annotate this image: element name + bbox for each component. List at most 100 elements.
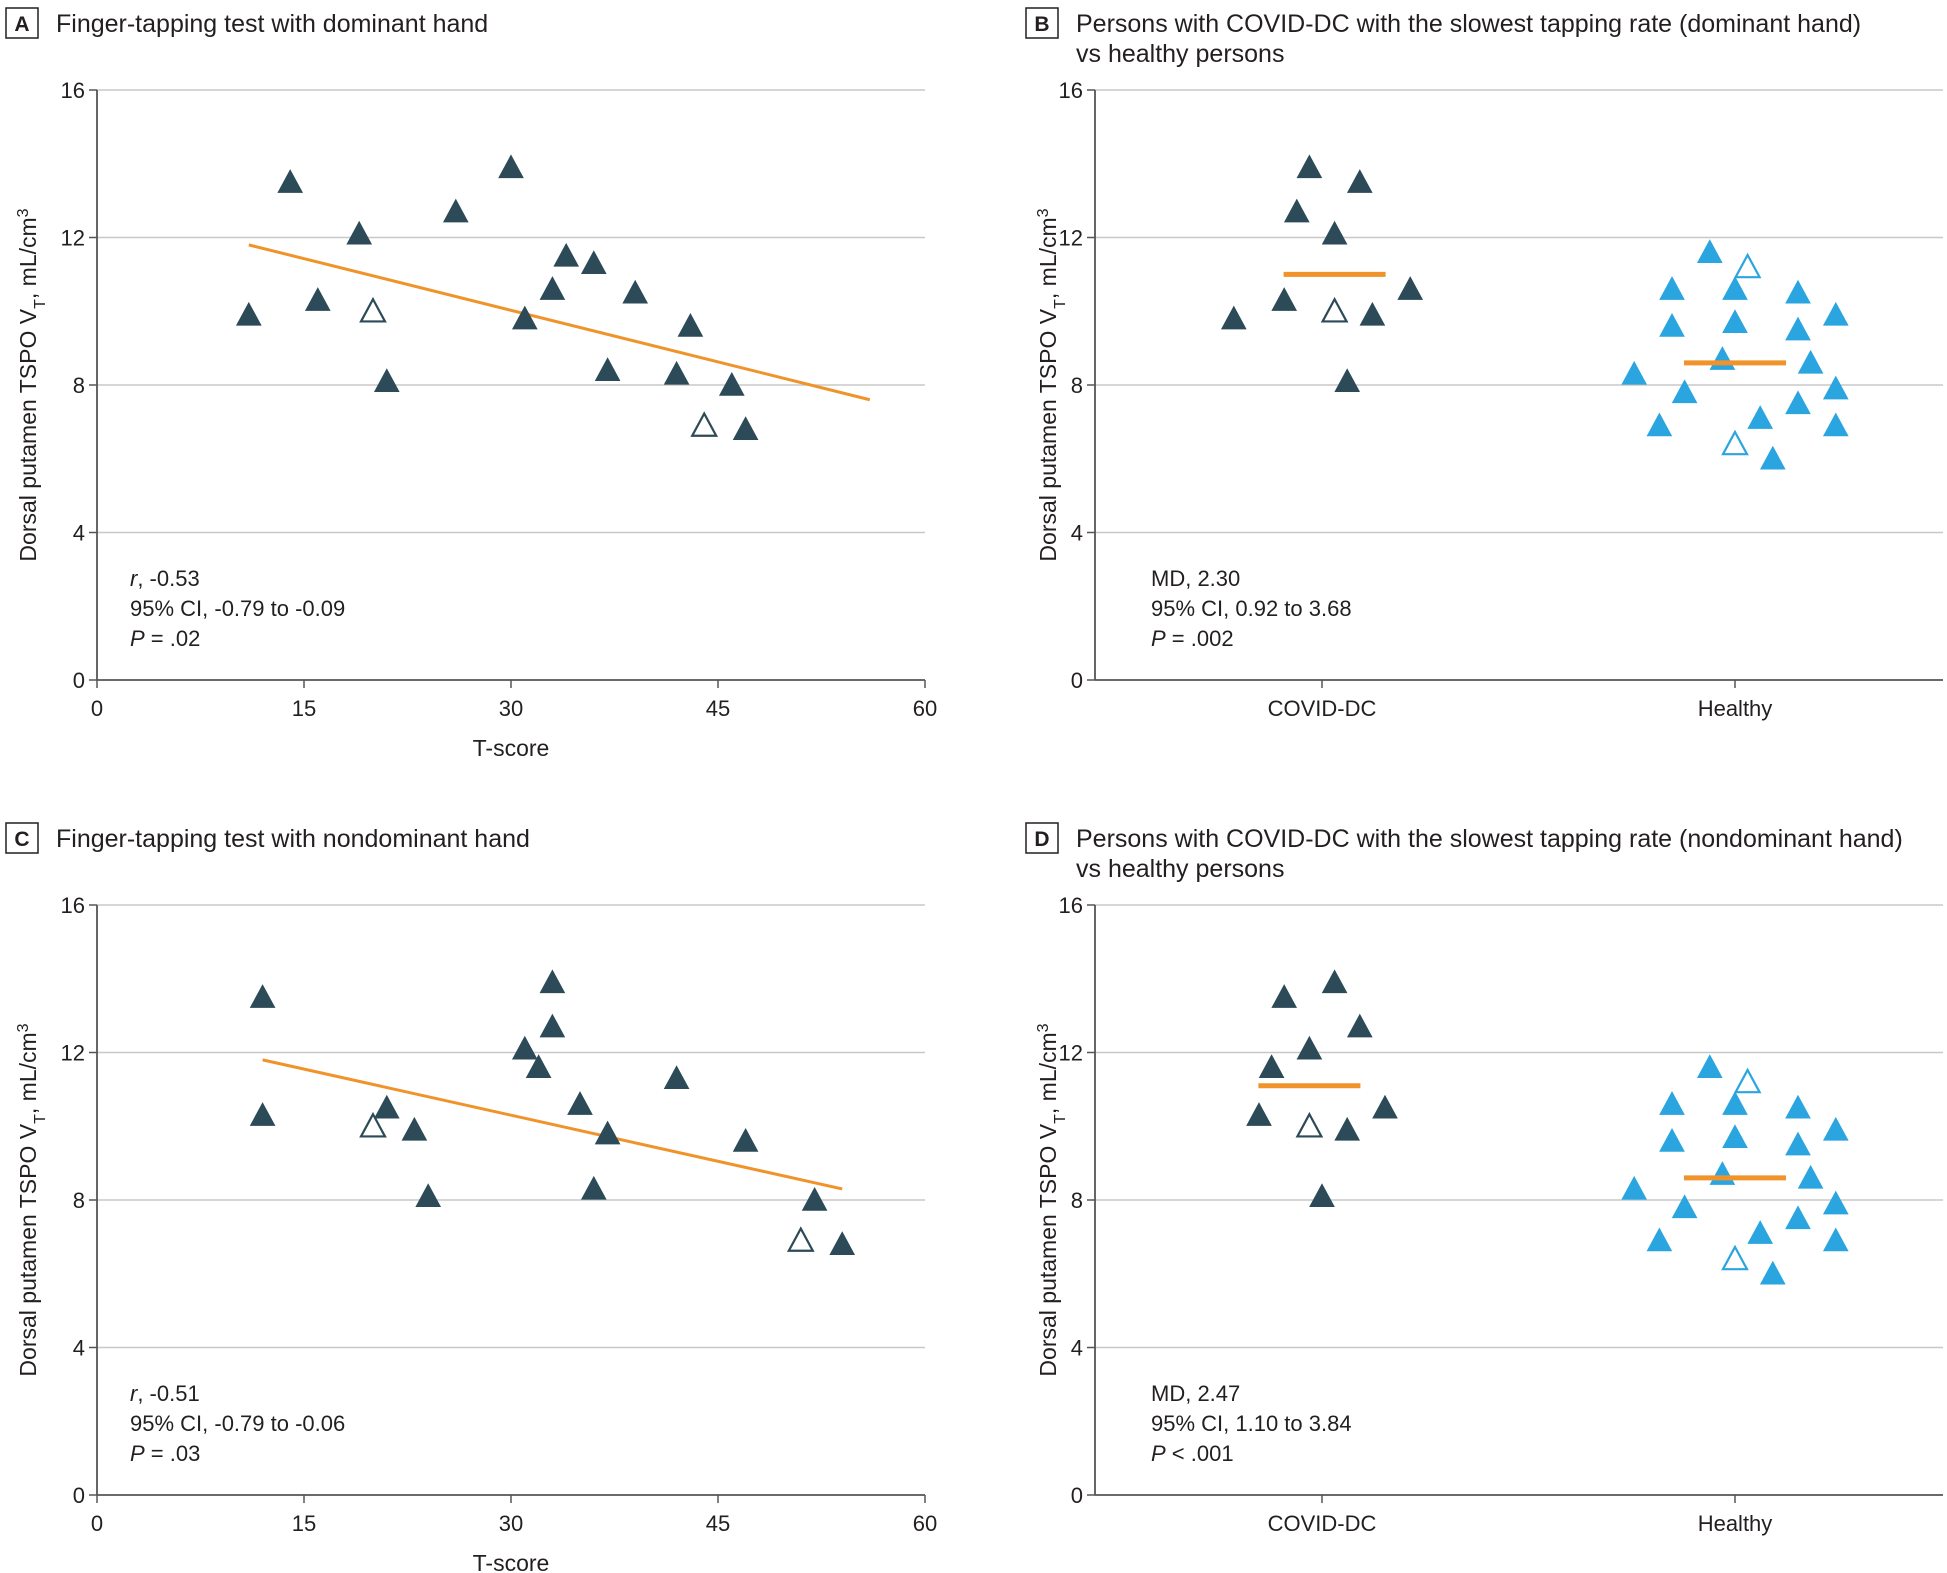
data-point-filled (1372, 1094, 1398, 1119)
panel-title: Finger-tapping test with nondominant han… (56, 825, 530, 853)
x-tick-label: 60 (913, 1511, 937, 1536)
data-point-filled (1709, 346, 1736, 370)
data-point-filled (553, 242, 580, 267)
data-point-filled (594, 357, 621, 381)
y-axis-label: Dorsal putamen TSPO VT, mL/cm3 (15, 1023, 49, 1376)
data-point-filled (1747, 405, 1774, 429)
panel-letter: A (14, 13, 29, 36)
data-point-filled (511, 305, 538, 330)
data-point-filled (718, 371, 745, 396)
data-point-filled (1359, 301, 1386, 326)
data-point-filled (1785, 279, 1811, 304)
panel-letter: D (1034, 828, 1049, 851)
x-tick-label: 30 (499, 696, 523, 721)
data-point-filled (580, 250, 607, 275)
panel-letter-box (1025, 822, 1059, 854)
regression-line (262, 1058, 843, 1191)
data-point-filled (677, 312, 704, 337)
stat-md: MD, 2.47 (1151, 1381, 1240, 1406)
data-point-filled (1271, 984, 1298, 1008)
x-category-label: Healthy (1698, 1511, 1773, 1536)
data-point-filled (1321, 969, 1348, 994)
data-point-filled (539, 969, 566, 994)
x-tick-label: 0 (91, 696, 103, 721)
data-point-filled (1822, 1190, 1849, 1215)
data-point-filled (1646, 1227, 1673, 1252)
data-point-filled (1722, 309, 1748, 334)
data-point-open (1320, 296, 1349, 323)
data-point-filled (373, 368, 400, 393)
y-tick-label: 12 (61, 1041, 85, 1066)
panel-letter-box (1025, 7, 1059, 39)
data-point-filled (1722, 1091, 1748, 1115)
data-point-filled (1822, 1116, 1849, 1141)
data-point-filled (1722, 1124, 1748, 1149)
data-point-open (1721, 1244, 1749, 1271)
data-point-open (1733, 252, 1762, 279)
data-point-filled (1220, 305, 1247, 330)
x-axis-label: T-score (473, 1550, 550, 1573)
y-tick-label: 16 (1059, 893, 1083, 918)
data-point-filled (1785, 1094, 1811, 1119)
y-tick-label: 12 (1059, 1041, 1083, 1066)
y-tick-label: 0 (1071, 1483, 1083, 1508)
data-point-filled (1397, 276, 1424, 300)
data-point-filled (732, 416, 759, 440)
data-point-filled (1659, 1091, 1685, 1115)
panel-d: D Persons with COVID-DC with the slowest … (1025, 822, 1943, 1536)
panel-title: Persons with COVID-DC with the slowest t… (1076, 10, 1861, 38)
data-point-filled (1659, 276, 1685, 300)
y-tick-label: 4 (1071, 521, 1083, 546)
y-tick-label: 8 (1071, 373, 1083, 398)
y-tick-label: 4 (73, 521, 85, 546)
y-axis-label: Dorsal putamen TSPO VT, mL/cm3 (1035, 1023, 1069, 1376)
data-point-filled (1246, 1102, 1272, 1126)
x-tick-label: 60 (913, 696, 937, 721)
data-point-open (786, 1226, 815, 1252)
data-point-filled (622, 279, 649, 304)
y-tick-label: 4 (73, 1336, 85, 1361)
stat-md: MD, 2.30 (1151, 566, 1240, 591)
data-point-filled (1759, 1260, 1786, 1285)
data-point-filled (539, 1013, 566, 1038)
panel-title: vs healthy persons (1076, 855, 1284, 883)
x-tick-label: 15 (292, 1511, 316, 1536)
x-category-label: Healthy (1698, 696, 1773, 721)
data-point-open (1733, 1067, 1762, 1094)
x-axis-label: T-score (473, 735, 550, 761)
data-point-filled (1659, 1127, 1685, 1152)
data-point-open (1295, 1111, 1324, 1138)
data-point-filled (1822, 412, 1849, 437)
data-point-filled (1696, 239, 1723, 263)
data-point-filled (1309, 1183, 1335, 1208)
y-tick-label: 4 (1071, 1336, 1083, 1361)
x-tick-label: 0 (91, 1511, 103, 1536)
data-point-open (1721, 429, 1749, 456)
data-point-filled (1822, 375, 1849, 400)
stat-ci: 95% CI, 0.92 to 3.68 (1151, 596, 1352, 621)
y-tick-label: 8 (73, 373, 85, 398)
data-point-filled (1696, 1054, 1723, 1078)
data-point-filled (1334, 368, 1361, 393)
data-point-filled (249, 984, 276, 1008)
data-point-filled (1671, 1194, 1698, 1219)
panel-b: B Persons with COVID-DC with the slowest … (1025, 7, 1943, 721)
data-point-filled (1321, 220, 1348, 245)
y-tick-label: 8 (73, 1188, 85, 1213)
y-tick-label: 16 (61, 893, 85, 918)
y-tick-label: 0 (73, 668, 85, 693)
stat-p: P = .03 (130, 1441, 200, 1466)
data-point-filled (1621, 360, 1648, 385)
regression-line (248, 243, 871, 402)
data-point-open (359, 1111, 387, 1138)
y-axis-label: Dorsal putamen TSPO VT, mL/cm3 (15, 208, 49, 561)
data-point-filled (1296, 154, 1323, 179)
data-point-filled (511, 1035, 538, 1060)
data-point-open (690, 411, 719, 437)
data-point-filled (277, 169, 304, 193)
panel-a: A Finger-tapping test with dominant hand 0… (5, 7, 937, 761)
stat-r: r, -0.51 (130, 1381, 200, 1406)
data-point-filled (498, 154, 524, 179)
data-point-filled (249, 1102, 276, 1126)
data-point-filled (304, 287, 331, 311)
